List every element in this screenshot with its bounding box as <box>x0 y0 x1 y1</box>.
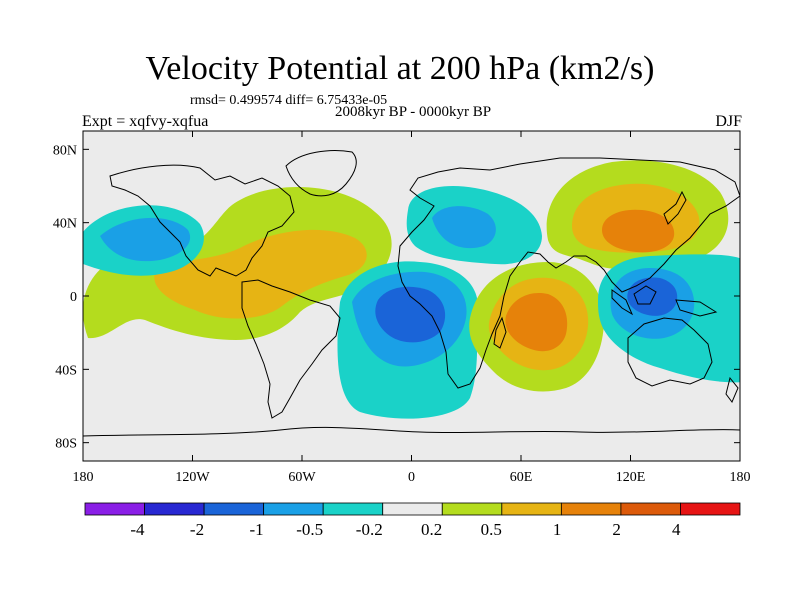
lon-tick-label: 0 <box>408 470 415 485</box>
coastline-antarctica <box>83 426 740 437</box>
lon-tick-label: 120E <box>616 470 646 485</box>
season-label: DJF <box>715 113 742 130</box>
contour-positive-eastasia-core <box>602 209 675 253</box>
colorbar-swatch <box>203 502 265 516</box>
colorbar-label: -2 <box>190 520 204 539</box>
contour-negative-europe-core <box>432 206 496 249</box>
colorbar: -4 -2 -1 -0.5 -0.2 0.2 0.5 1 2 4 <box>84 502 741 539</box>
colorbar-label: 1 <box>553 520 562 539</box>
colorbar-swatch <box>382 502 443 516</box>
coastline-greenland <box>285 150 357 197</box>
lon-tick-label: 60W <box>288 470 316 485</box>
colorbar-swatch <box>680 502 741 516</box>
lon-tick-label: 180 <box>730 470 751 485</box>
colorbar-label: -0.2 <box>356 520 383 539</box>
period-label: 2008kyr BP - 0000kyr BP <box>334 104 492 120</box>
coastline-japan <box>663 190 687 225</box>
contour-negative-nepacific-core <box>100 217 191 262</box>
coastline-north-america <box>109 164 295 277</box>
contour-negative-wpacific-core <box>627 277 678 316</box>
contour-negative-satlantic-core <box>375 286 446 343</box>
contour-positive-mid <box>154 229 367 319</box>
colorbar-label: 0.5 <box>481 520 502 539</box>
colorbar-label: 0.2 <box>421 520 442 539</box>
colorbar-swatch <box>560 502 622 516</box>
coastline-sumatra <box>611 289 634 316</box>
contour-positive-indian-core <box>505 292 568 352</box>
coastline-new-guinea <box>675 299 718 317</box>
colorbar-swatch <box>263 502 324 516</box>
lat-tick-label: 80N <box>53 143 77 158</box>
coastline-australia <box>627 317 713 387</box>
colorbar-swatch <box>84 502 145 516</box>
axis-ticks: 180 120W 60W 0 60E 120E 180 80N 40N 0 40S 80S <box>53 131 751 485</box>
experiment-label: Expt = xqfvy-xqfua <box>82 113 209 130</box>
colorbar-label: -0.5 <box>296 520 323 539</box>
lon-tick-label: 60E <box>510 470 533 485</box>
lat-tick-label: 80S <box>55 437 77 452</box>
lat-tick-label: 0 <box>70 290 77 305</box>
lat-tick-label: 40S <box>55 363 77 378</box>
colorbar-swatch <box>501 502 562 516</box>
lon-tick-label: 120W <box>175 470 210 485</box>
colorbar-label: -4 <box>130 520 145 539</box>
coastline-new-zealand <box>725 376 739 403</box>
coastline-madagascar <box>493 316 507 349</box>
colorbar-swatch <box>441 502 503 516</box>
colorbar-label: 4 <box>672 520 681 539</box>
coastlines <box>83 150 740 437</box>
coastline-south-america <box>241 279 341 419</box>
colorbar-swatch <box>620 502 681 516</box>
lon-tick-label: 180 <box>73 470 94 485</box>
lat-tick-label: 40N <box>53 217 77 232</box>
stats-line: rmsd= 0.499574 diff= 6.75433e-05 <box>190 93 388 108</box>
colorbar-swatch <box>322 502 384 516</box>
plot-title: Velocity Potential at 200 hPa (km2/s) <box>145 50 655 87</box>
coastline-borneo <box>633 285 657 305</box>
colorbar-label: -1 <box>249 520 263 539</box>
colorbar-swatch <box>144 502 205 516</box>
colorbar-label: 2 <box>612 520 621 539</box>
coastline-africa-eurasia <box>397 157 740 389</box>
